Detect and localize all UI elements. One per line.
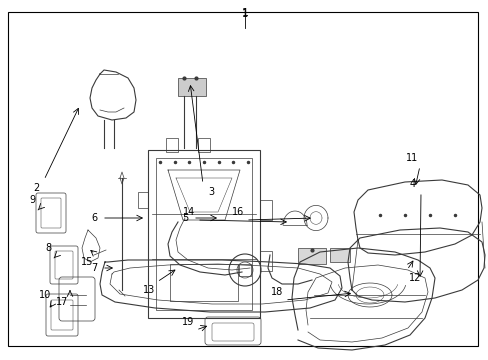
- Text: 8: 8: [45, 243, 51, 253]
- Text: 9: 9: [29, 195, 35, 205]
- Text: 15: 15: [81, 257, 93, 267]
- Bar: [198, 138, 209, 152]
- Text: 3: 3: [207, 187, 214, 197]
- Bar: [156, 158, 251, 310]
- Text: 18: 18: [270, 287, 283, 297]
- Text: 11: 11: [405, 153, 417, 163]
- Text: 7: 7: [91, 263, 97, 273]
- Text: 1: 1: [241, 8, 248, 18]
- Bar: [178, 78, 205, 96]
- Text: 13: 13: [142, 285, 155, 295]
- Text: 6: 6: [91, 213, 97, 223]
- Text: 1: 1: [242, 9, 247, 19]
- Bar: [260, 201, 271, 220]
- Bar: [260, 251, 271, 271]
- Text: 5: 5: [182, 213, 188, 223]
- Text: 17: 17: [56, 297, 68, 307]
- Text: 14: 14: [183, 207, 195, 217]
- Text: 4: 4: [409, 179, 415, 189]
- Text: 2: 2: [33, 183, 39, 193]
- Bar: [138, 192, 148, 208]
- Bar: [148, 150, 260, 318]
- Bar: [170, 264, 238, 301]
- Text: 12: 12: [408, 273, 420, 283]
- Text: 10: 10: [39, 290, 51, 300]
- Bar: [239, 264, 250, 276]
- Bar: [329, 248, 349, 262]
- Bar: [165, 138, 178, 152]
- Bar: [297, 248, 325, 264]
- Text: 19: 19: [182, 317, 194, 327]
- Text: 16: 16: [231, 207, 244, 217]
